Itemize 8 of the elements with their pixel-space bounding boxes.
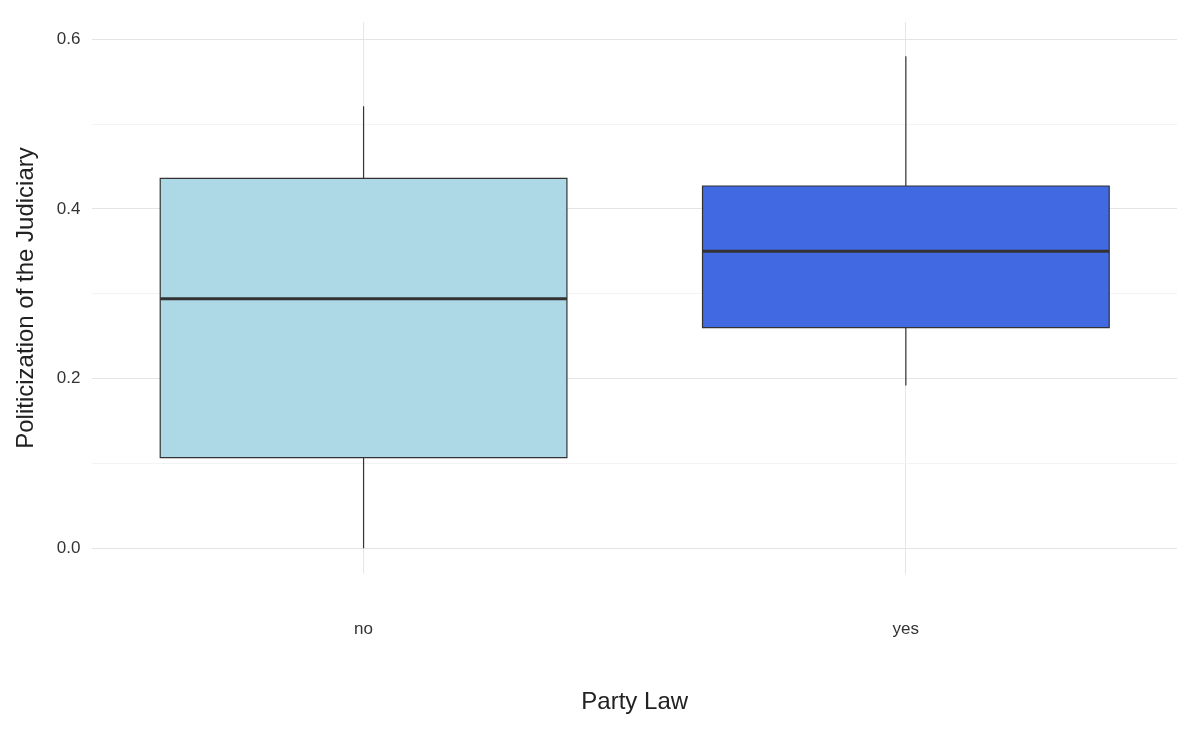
y-tick-label: 0.4: [56, 198, 81, 218]
y-tick-label: 0.0: [56, 538, 81, 558]
y-tick-label: 0.2: [56, 368, 81, 388]
y-tick-label: 0.6: [56, 28, 81, 48]
y-axis-title: Politicization of the Judiciary: [11, 147, 39, 449]
x-tick-label: yes: [892, 618, 920, 638]
x-tick-label: no: [354, 618, 374, 638]
x-axis-title: Party Law: [581, 687, 689, 715]
